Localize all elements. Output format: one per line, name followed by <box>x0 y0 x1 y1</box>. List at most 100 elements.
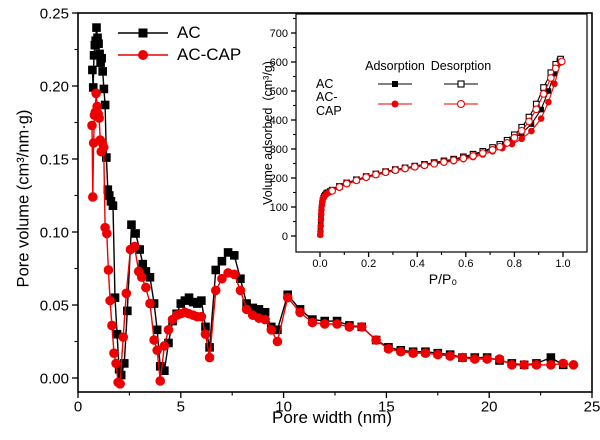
x-tick-label: 5 <box>177 398 185 415</box>
marker-ac-cap-adsorption <box>318 206 325 214</box>
marker-ac-cap <box>121 288 132 299</box>
y-tick-label: 500 <box>270 86 288 98</box>
y-tick-label: 0.00 <box>40 370 69 387</box>
x-tick-label: 0.4 <box>410 258 425 270</box>
marker-ac <box>236 274 245 284</box>
marker-ac-cap <box>111 358 121 369</box>
ac-cap-adsorption-circle-icon <box>391 100 399 108</box>
legend-item-ac-cap: AC-CAP <box>117 44 241 66</box>
main-legend: AC AC-CAP <box>117 22 241 66</box>
marker-ac <box>145 272 155 282</box>
ac-adsorption-marker-icon <box>378 81 412 87</box>
marker-ac-cap <box>568 360 579 370</box>
marker-ac-cap <box>115 379 125 389</box>
marker-ac-cap <box>470 354 480 364</box>
ac-desorption-open-square-icon <box>457 80 465 88</box>
marker-ac-cap <box>136 272 147 283</box>
marker-ac-cap-adsorption <box>545 98 552 106</box>
legend-label-ac: AC <box>177 23 201 42</box>
y-tick-label: 0.25 <box>40 5 69 22</box>
marker-ac <box>110 293 120 302</box>
main-x-axis-title: Pore width (nm) <box>272 408 392 427</box>
marker-ac-cap <box>344 322 355 332</box>
marker-ac-cap-desorption <box>459 154 468 163</box>
inset-legend-label-ac: AC <box>316 77 334 91</box>
marker-ac-cap <box>295 307 305 318</box>
marker-ac-cap <box>145 298 155 309</box>
marker-ac-cap-desorption <box>401 164 409 173</box>
marker-ac <box>127 220 136 229</box>
marker-ac-cap <box>229 269 240 280</box>
y-tick-label: 200 <box>270 173 288 185</box>
marker-ac-cap <box>155 376 166 386</box>
marker-ac-cap-desorption <box>372 170 380 179</box>
marker-ac <box>152 325 162 335</box>
marker-ac-cap <box>196 311 207 322</box>
marker-ac <box>160 366 169 375</box>
marker-ac-cap <box>319 319 330 329</box>
marker-ac-cap-desorption <box>557 57 566 66</box>
marker-ac-cap-desorption <box>551 64 560 73</box>
marker-ac-cap <box>210 285 221 296</box>
inset-y-axis-title: Volume adsorbed (cm³/g) <box>261 61 275 205</box>
inset-legend-header-adsorption: Adsorption <box>365 59 425 73</box>
marker-ac-cap <box>200 329 211 340</box>
marker-ac-cap <box>109 348 119 358</box>
marker-ac-cap <box>235 285 246 296</box>
marker-ac <box>197 296 206 305</box>
marker-ac <box>99 84 109 94</box>
marker-ac-cap <box>531 360 542 370</box>
x-tick-label: 0.0 <box>312 258 327 270</box>
marker-ac <box>135 245 144 254</box>
marker-ac-cap-desorption <box>440 158 448 166</box>
marker-ac-cap <box>260 314 270 325</box>
marker-ac <box>248 303 258 313</box>
marker-ac-cap <box>482 354 492 364</box>
marker-ac <box>155 362 165 371</box>
marker-ac-cap-desorption <box>539 90 548 98</box>
ac-legend-square-icon <box>138 28 148 38</box>
marker-ac-cap <box>103 265 114 275</box>
y-tick-label: 700 <box>270 28 288 40</box>
marker-ac-cap-desorption <box>352 176 361 185</box>
ac-cap-line-marker-icon <box>118 50 168 60</box>
ac-cap-desorption-marker-icon <box>444 99 478 109</box>
marker-ac <box>88 83 98 92</box>
marker-ac-cap <box>204 352 215 363</box>
marker-ac-cap-desorption <box>546 74 555 82</box>
ac-adsorption-square-icon <box>392 81 398 87</box>
marker-ac-cap <box>141 282 151 293</box>
ac-cap-legend-circle-icon <box>138 50 148 60</box>
inset-legend: Adsorption Desorption AC AC-CAP <box>316 58 494 118</box>
marker-ac-cap <box>101 228 112 239</box>
legend-item-ac: AC <box>117 22 241 44</box>
marker-ac-cap <box>163 325 174 335</box>
marker-ac <box>131 229 140 238</box>
marker-ac-cap-desorption <box>342 179 351 188</box>
marker-ac-cap <box>152 345 162 356</box>
marker-ac-cap <box>92 101 102 112</box>
marker-ac-cap-adsorption <box>317 222 325 230</box>
x-tick-label: 0.8 <box>507 258 522 270</box>
marker-ac-cap-desorption <box>362 173 371 181</box>
marker-ac-cap <box>129 241 140 252</box>
marker-ac <box>254 305 264 314</box>
y-tick-label: 0.15 <box>40 151 69 168</box>
marker-ac-cap <box>445 351 455 361</box>
marker-ac-cap-adsorption <box>518 135 525 143</box>
marker-ac-cap-adsorption <box>528 127 535 135</box>
marker-ac-cap-desorption <box>495 142 504 151</box>
marker-ac-cap <box>332 319 342 329</box>
marker-ac <box>260 308 270 317</box>
marker-ac-cap <box>383 344 394 354</box>
marker-ac <box>242 299 251 308</box>
marker-ac-cap-desorption <box>532 105 541 114</box>
marker-ac-cap <box>91 88 101 99</box>
x-tick-label: 1.0 <box>555 258 570 270</box>
marker-ac-cap <box>558 358 569 369</box>
marker-ac <box>229 251 239 260</box>
y-tick-label: 0 <box>282 231 288 243</box>
marker-ac-cap-desorption <box>335 183 344 191</box>
